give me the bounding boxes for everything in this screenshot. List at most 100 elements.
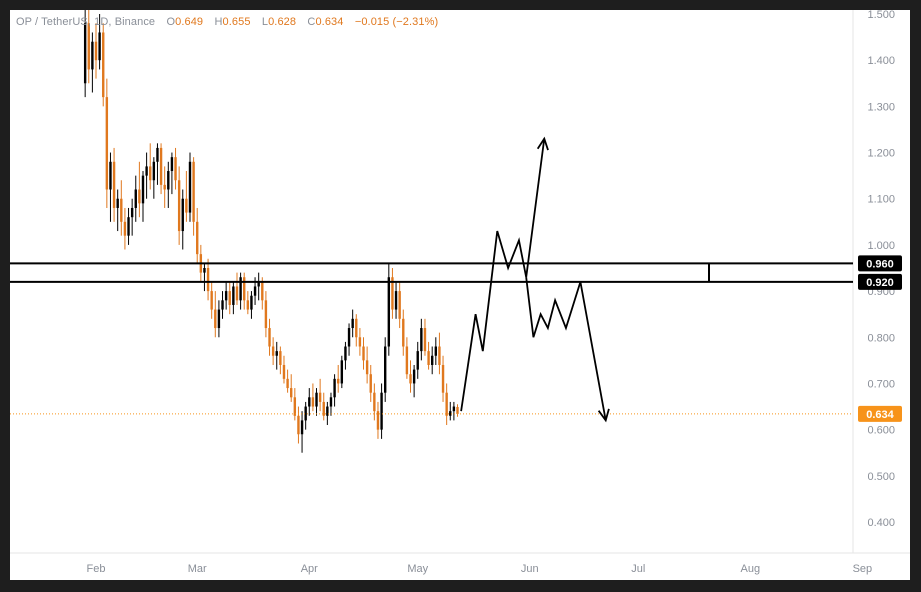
candle-up — [452, 406, 456, 412]
candle-up — [275, 351, 278, 356]
y-tick-label: 0.400 — [867, 517, 895, 529]
candle-up — [145, 166, 148, 176]
candle-down — [138, 189, 141, 204]
candle-down — [163, 184, 166, 190]
y-tick-label: 1.400 — [867, 55, 895, 67]
candle-down — [214, 309, 217, 329]
candle-down — [358, 337, 362, 347]
candle-up — [380, 392, 383, 430]
projection-path[interactable] — [525, 277, 607, 421]
x-tick-label: Jun — [521, 563, 539, 575]
arrow-down-head — [597, 408, 610, 423]
candle-up — [203, 268, 206, 273]
y-tick-label: 1.200 — [867, 148, 895, 160]
candle-down — [398, 291, 401, 319]
y-tick-label: 1.300 — [867, 101, 895, 113]
candle-up — [420, 328, 423, 352]
candle-up — [387, 277, 391, 347]
high-value: 0.655 — [222, 16, 251, 28]
candle-up — [91, 41, 94, 70]
candle-up — [167, 171, 170, 190]
x-tick-label: Feb — [87, 563, 106, 575]
last-price-label: 0.634 — [866, 409, 894, 421]
candle-down — [445, 392, 448, 416]
candle-down — [94, 41, 98, 61]
candle-up — [344, 346, 347, 361]
candle-down — [196, 221, 199, 255]
candle-down — [423, 328, 427, 352]
candle-up — [232, 286, 235, 305]
candle-up — [253, 286, 257, 296]
candle-up — [347, 328, 351, 347]
candle-down — [362, 346, 365, 361]
chart-panel — [10, 10, 910, 580]
symbol-label[interactable]: OP / TetherUS, 1D, Binance — [16, 16, 156, 28]
candle-up — [181, 198, 184, 232]
candle-up — [300, 420, 304, 435]
candle-down — [391, 277, 394, 310]
candle-down — [438, 346, 441, 365]
candle-down — [427, 351, 430, 365]
y-tick-label: 0.600 — [867, 425, 895, 437]
candle-up — [333, 378, 336, 398]
candle-up — [130, 207, 134, 218]
candle-down — [112, 161, 116, 208]
candle-up — [416, 351, 419, 370]
x-tick-label: Aug — [741, 563, 761, 575]
candle-down — [376, 411, 380, 430]
candle-down — [271, 346, 275, 356]
candle-up — [340, 360, 344, 384]
candle-up — [434, 346, 438, 356]
y-tick-label: 1.100 — [867, 194, 895, 206]
candle-down — [228, 291, 231, 305]
level-price-tag — [858, 273, 902, 290]
candle-down — [174, 157, 177, 181]
candle-up — [329, 397, 333, 407]
candle-down — [87, 23, 90, 70]
candle-down — [355, 318, 358, 338]
candle-up — [134, 189, 137, 208]
x-tick-label: Apr — [301, 563, 318, 575]
candle-down — [290, 388, 293, 398]
candle-up — [116, 198, 119, 208]
candle-down — [149, 166, 152, 181]
x-tick-label: Jul — [631, 563, 645, 575]
x-tick-label: May — [407, 563, 428, 575]
candle-down — [405, 346, 409, 375]
candle-up — [430, 355, 434, 365]
y-tick-label: 0.800 — [867, 332, 895, 344]
y-tick-label: 1.000 — [867, 240, 895, 252]
candle-down — [123, 221, 127, 236]
candle-up — [217, 309, 221, 329]
candle-down — [120, 198, 123, 222]
candle-down — [322, 401, 325, 416]
candle-down — [373, 392, 376, 412]
candle-down — [261, 281, 264, 301]
candle-up — [315, 392, 318, 407]
candle-up — [98, 32, 101, 61]
candle-down — [264, 300, 268, 329]
low-value: 0.628 — [268, 16, 297, 28]
candle-up — [152, 161, 156, 181]
level-price-label: 0.960 — [866, 258, 894, 270]
level-price-label: 0.920 — [866, 277, 894, 289]
candle-up — [141, 175, 145, 204]
candle-down — [206, 268, 210, 292]
candles-group — [83, 10, 459, 453]
close-value: 0.634 — [315, 16, 344, 28]
candle-down — [185, 198, 188, 213]
close-label: C — [307, 16, 316, 28]
projection-path[interactable] — [460, 138, 546, 412]
candle-up — [109, 161, 112, 190]
y-tick-label: 0.700 — [867, 378, 895, 390]
candle-down — [268, 328, 271, 347]
candle-up — [326, 406, 329, 416]
candle-down — [192, 161, 195, 222]
candle-up — [250, 295, 253, 310]
candle-down — [337, 378, 340, 384]
candle-up — [224, 291, 228, 301]
low-label: L — [261, 16, 269, 28]
x-tick-label: Sep — [853, 563, 873, 575]
